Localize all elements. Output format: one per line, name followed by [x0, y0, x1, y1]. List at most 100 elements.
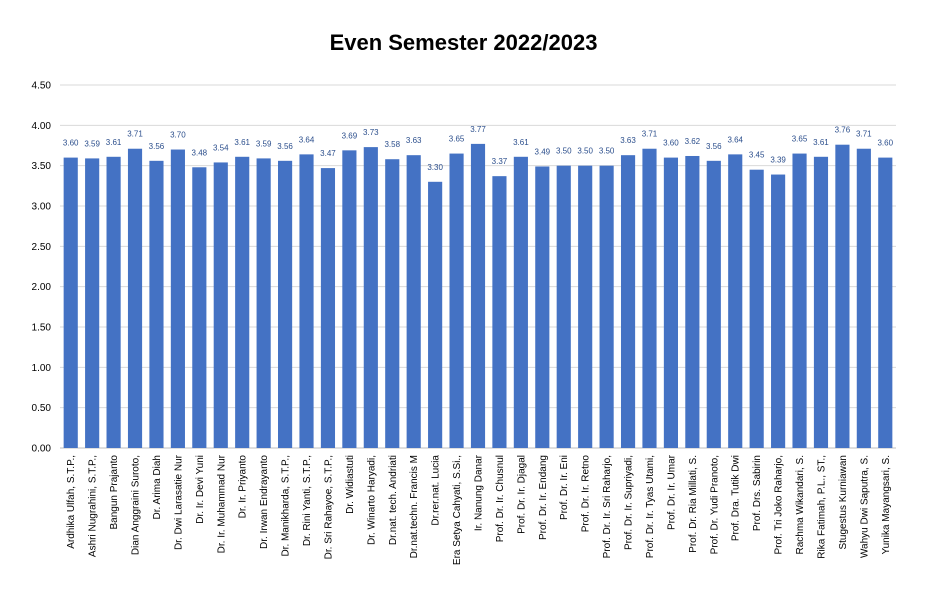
data-label: 3.76 [835, 126, 851, 135]
x-tick-label: Ashri Nugrahini, S.T.P., [88, 455, 99, 557]
data-label: 3.60 [877, 139, 893, 148]
y-tick-label: 0.50 [32, 403, 52, 414]
x-tick-label: Prof. Dr. Ir. Tyas Utami, [645, 455, 656, 558]
y-tick-label: 0.00 [32, 444, 52, 455]
data-label: 3.65 [792, 135, 808, 144]
data-label: 3.64 [299, 135, 315, 144]
y-tick-label: 3.50 [32, 161, 52, 172]
bar [385, 159, 400, 449]
x-tick-label: Prof. Dr. Yudi Pranoto, [709, 455, 720, 554]
x-tick-label: Dr.nat.techn. Francis M [409, 455, 420, 558]
data-label: 3.39 [770, 156, 786, 165]
x-tick-label: Prof. Dr. Ir. Endang [538, 455, 549, 540]
data-label: 3.71 [642, 130, 658, 139]
data-label: 3.49 [535, 147, 551, 156]
bar [492, 176, 507, 449]
y-tick-label: 2.50 [32, 242, 52, 253]
bar [706, 160, 721, 448]
bar [685, 155, 700, 448]
x-tick-label: Dr. Winarto Haryadi, [366, 455, 377, 545]
bar [470, 143, 486, 449]
data-label: 3.63 [620, 136, 636, 145]
x-tick-label: Dr.rer.nat. Lucia [431, 455, 442, 526]
data-label: 3.61 [234, 138, 250, 147]
data-label: 3.77 [470, 125, 486, 134]
bar [813, 156, 829, 448]
bar [449, 153, 464, 449]
data-label: 3.56 [706, 142, 722, 151]
x-tick-label: Dr. Widiastuti [345, 455, 356, 514]
x-tick-label: Dr. Manikharda, S.T.P., [281, 455, 292, 557]
bar [620, 155, 636, 448]
data-label: 3.48 [192, 148, 208, 157]
chart-title: Even Semester 2022/2023 [329, 30, 598, 55]
bar [85, 158, 100, 448]
x-tick-label: Dr. Irwan Endrayanto [259, 455, 270, 549]
x-tick-label: Prof. Dr. Ir. Eni [559, 455, 570, 520]
x-tick-label: Stugestus Kurniawan [838, 455, 849, 550]
y-tick-label: 2.00 [32, 282, 52, 293]
x-tick-label: Ir. Nanung Danar [474, 454, 485, 531]
x-tick-label: Ardhika Ulfah, S.T.P., [66, 455, 77, 549]
x-tick-label: Dr. Dwi Larasatie Nur [173, 454, 184, 550]
data-label: 3.64 [727, 135, 743, 144]
y-tick-label: 1.00 [32, 363, 52, 374]
data-label: 3.59 [256, 139, 272, 148]
bar [320, 168, 336, 448]
data-label: 3.69 [342, 131, 358, 140]
bar [235, 156, 250, 448]
x-tick-label: Rika Fatimah, P.L., ST., [816, 455, 827, 559]
data-label: 3.60 [663, 139, 679, 148]
data-label: 3.65 [449, 135, 465, 144]
data-label: 3.61 [513, 138, 529, 147]
x-tick-label: Bangun Prajanto [109, 455, 120, 530]
x-tick-label: Prof. Drs. Sabirin [752, 455, 763, 531]
bar [406, 155, 421, 448]
y-tick-label: 1.50 [32, 323, 52, 334]
x-tick-label: Prof. Dr. Ria Millati, S. [688, 455, 699, 553]
x-tick-label: Dr. Sri Rahayoe, S.T.P., [323, 455, 334, 559]
data-label: 3.61 [106, 138, 122, 147]
bar [63, 157, 78, 448]
x-tick-label: Prof. Dr. Ir. Supriyadi, [624, 455, 635, 550]
x-tick-label: Dr.nat. tech. Andriati [388, 455, 399, 545]
bar [642, 148, 657, 448]
data-label: 3.59 [84, 139, 100, 148]
x-tick-label: Era Setya Cahyati, S.Si., [452, 455, 463, 565]
data-label: 3.54 [213, 143, 229, 152]
data-label: 3.73 [363, 128, 379, 137]
bar [578, 165, 593, 448]
x-tick-label: Prof. Dr. Ir. Retno [581, 455, 592, 533]
data-label: 3.71 [127, 130, 143, 139]
bar [149, 160, 164, 448]
bar [749, 169, 764, 448]
data-label: 3.60 [63, 139, 79, 148]
bar [556, 165, 571, 448]
data-label: 3.45 [749, 151, 765, 160]
bar [771, 174, 786, 449]
y-axis-ticks: 0.00 0.50 1.00 1.50 2.00 2.50 3.00 3.50 4.00 4.50 [32, 81, 52, 455]
x-axis-labels: Ardhika Ulfah, S.T.P., Ashri Nugrahini, S… [66, 454, 892, 565]
x-tick-label: Prof. Dr. Ir. Djagal [516, 455, 527, 534]
data-label: 3.58 [384, 140, 400, 149]
bar [278, 160, 293, 448]
bar [599, 165, 614, 448]
bar [728, 154, 743, 448]
bar [792, 153, 807, 449]
x-tick-label: Dr. Arima Diah [152, 455, 163, 519]
bar [835, 144, 850, 448]
data-label: 3.50 [556, 147, 572, 156]
bar [127, 148, 143, 448]
y-tick-label: 4.00 [32, 121, 52, 132]
bar [663, 157, 678, 448]
bar [192, 167, 207, 448]
x-tick-label: Prof. Tri Joko Raharjo, [774, 455, 785, 554]
x-tick-label: Dr. Rini Yanti, S.T.P., [302, 455, 313, 546]
bar [342, 150, 357, 448]
x-tick-label: Dr. Ir. Muhammad Nur [216, 454, 227, 553]
bars [63, 143, 893, 449]
y-tick-label: 4.50 [32, 81, 52, 92]
data-label: 3.30 [427, 163, 443, 172]
